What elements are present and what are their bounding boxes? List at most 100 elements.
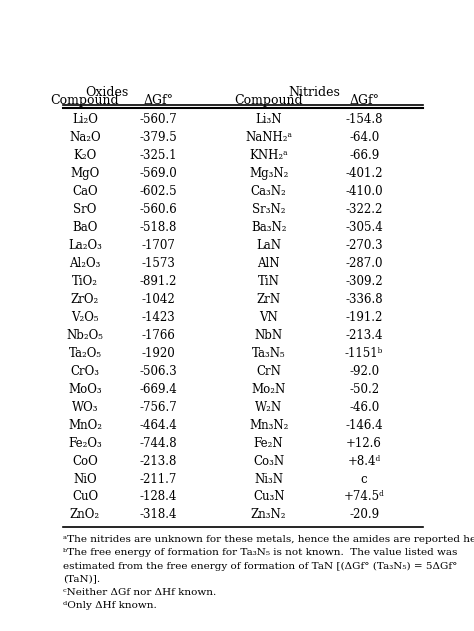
Text: SrO: SrO bbox=[73, 203, 97, 216]
Text: Al₂O₃: Al₂O₃ bbox=[69, 257, 100, 270]
Text: -506.3: -506.3 bbox=[139, 365, 177, 378]
Text: ᵃThe nitrides are unknown for these metals, hence the amides are reported here.: ᵃThe nitrides are unknown for these meta… bbox=[63, 535, 474, 545]
Text: CoO: CoO bbox=[72, 454, 98, 468]
Text: Compound: Compound bbox=[234, 95, 303, 107]
Text: CrO₃: CrO₃ bbox=[71, 365, 100, 378]
Text: -336.8: -336.8 bbox=[346, 293, 383, 306]
Text: Cu₃N: Cu₃N bbox=[253, 490, 284, 504]
Text: Mo₂N: Mo₂N bbox=[252, 383, 286, 396]
Text: BaO: BaO bbox=[72, 221, 98, 234]
Text: -128.4: -128.4 bbox=[140, 490, 177, 504]
Text: -379.5: -379.5 bbox=[139, 131, 177, 144]
Text: AlN: AlN bbox=[257, 257, 280, 270]
Text: Ca₃N₂: Ca₃N₂ bbox=[251, 186, 286, 198]
Text: +74.5ᵈ: +74.5ᵈ bbox=[344, 490, 384, 504]
Text: -325.1: -325.1 bbox=[140, 150, 177, 162]
Text: La₂O₃: La₂O₃ bbox=[68, 239, 102, 252]
Text: Na₂O: Na₂O bbox=[69, 131, 101, 144]
Text: -213.4: -213.4 bbox=[346, 329, 383, 342]
Text: Fe₂N: Fe₂N bbox=[254, 437, 283, 450]
Text: ZrN: ZrN bbox=[256, 293, 281, 306]
Text: -191.2: -191.2 bbox=[346, 311, 383, 324]
Text: -756.7: -756.7 bbox=[139, 401, 177, 414]
Text: +12.6: +12.6 bbox=[346, 437, 382, 450]
Text: -1423: -1423 bbox=[142, 311, 175, 324]
Text: Ba₃N₂: Ba₃N₂ bbox=[251, 221, 286, 234]
Text: ᶜNeither ΔGf nor ΔHf known.: ᶜNeither ΔGf nor ΔHf known. bbox=[63, 588, 216, 597]
Text: ᵈOnly ΔHf known.: ᵈOnly ΔHf known. bbox=[63, 601, 157, 610]
Text: NaNH₂ᵃ: NaNH₂ᵃ bbox=[245, 131, 292, 144]
Text: KNH₂ᵃ: KNH₂ᵃ bbox=[249, 150, 288, 162]
Text: Compound: Compound bbox=[51, 95, 119, 107]
Text: MoO₃: MoO₃ bbox=[68, 383, 102, 396]
Text: CrN: CrN bbox=[256, 365, 281, 378]
Text: Ni₃N: Ni₃N bbox=[254, 473, 283, 485]
Text: TiO₂: TiO₂ bbox=[72, 275, 98, 288]
Text: NbN: NbN bbox=[255, 329, 283, 342]
Text: WO₃: WO₃ bbox=[72, 401, 98, 414]
Text: TiN: TiN bbox=[258, 275, 280, 288]
Text: -518.8: -518.8 bbox=[140, 221, 177, 234]
Text: -66.9: -66.9 bbox=[349, 150, 379, 162]
Text: -891.2: -891.2 bbox=[140, 275, 177, 288]
Text: -401.2: -401.2 bbox=[346, 167, 383, 180]
Text: -1707: -1707 bbox=[142, 239, 175, 252]
Text: -318.4: -318.4 bbox=[140, 509, 177, 521]
Text: CuO: CuO bbox=[72, 490, 98, 504]
Text: NiO: NiO bbox=[73, 473, 97, 485]
Text: -1573: -1573 bbox=[142, 257, 175, 270]
Text: ᵇThe free energy of formation for Ta₃N₅ is not known.  The value listed was: ᵇThe free energy of formation for Ta₃N₅ … bbox=[63, 548, 457, 557]
Text: VN: VN bbox=[259, 311, 278, 324]
Text: -410.0: -410.0 bbox=[346, 186, 383, 198]
Text: Ta₂O₅: Ta₂O₅ bbox=[68, 347, 101, 360]
Text: Li₂O: Li₂O bbox=[72, 114, 98, 126]
Text: Mg₃N₂: Mg₃N₂ bbox=[249, 167, 288, 180]
Text: K₂O: K₂O bbox=[73, 150, 97, 162]
Text: -92.0: -92.0 bbox=[349, 365, 379, 378]
Text: Mn₃N₂: Mn₃N₂ bbox=[249, 418, 288, 432]
Text: Nitrides: Nitrides bbox=[289, 86, 340, 99]
Text: W₂N: W₂N bbox=[255, 401, 282, 414]
Text: -1920: -1920 bbox=[142, 347, 175, 360]
Text: -1151ᵇ: -1151ᵇ bbox=[345, 347, 383, 360]
Text: -322.2: -322.2 bbox=[346, 203, 383, 216]
Text: MgO: MgO bbox=[70, 167, 100, 180]
Text: -669.4: -669.4 bbox=[139, 383, 177, 396]
Text: -270.3: -270.3 bbox=[346, 239, 383, 252]
Text: Li₃N: Li₃N bbox=[255, 114, 282, 126]
Text: Nb₂O₅: Nb₂O₅ bbox=[66, 329, 103, 342]
Text: CaO: CaO bbox=[72, 186, 98, 198]
Text: -20.9: -20.9 bbox=[349, 509, 379, 521]
Text: -146.4: -146.4 bbox=[346, 418, 383, 432]
Text: -211.7: -211.7 bbox=[140, 473, 177, 485]
Text: ΔGf°: ΔGf° bbox=[349, 95, 379, 107]
Text: Sr₃N₂: Sr₃N₂ bbox=[252, 203, 285, 216]
Text: -560.7: -560.7 bbox=[139, 114, 177, 126]
Text: V₂O₅: V₂O₅ bbox=[71, 311, 99, 324]
Text: -64.0: -64.0 bbox=[349, 131, 379, 144]
Text: -602.5: -602.5 bbox=[140, 186, 177, 198]
Text: LaN: LaN bbox=[256, 239, 281, 252]
Text: -569.0: -569.0 bbox=[139, 167, 177, 180]
Text: -287.0: -287.0 bbox=[346, 257, 383, 270]
Text: -305.4: -305.4 bbox=[345, 221, 383, 234]
Text: ZnO₂: ZnO₂ bbox=[70, 509, 100, 521]
Text: -464.4: -464.4 bbox=[139, 418, 177, 432]
Text: ZrO₂: ZrO₂ bbox=[71, 293, 99, 306]
Text: Zn₃N₂: Zn₃N₂ bbox=[251, 509, 286, 521]
Text: -309.2: -309.2 bbox=[346, 275, 383, 288]
Text: Ta₃N₅: Ta₃N₅ bbox=[252, 347, 285, 360]
Text: c: c bbox=[361, 473, 367, 485]
Text: -154.8: -154.8 bbox=[346, 114, 383, 126]
Text: -46.0: -46.0 bbox=[349, 401, 379, 414]
Text: -213.8: -213.8 bbox=[140, 454, 177, 468]
Text: Co₃N: Co₃N bbox=[253, 454, 284, 468]
Text: MnO₂: MnO₂ bbox=[68, 418, 102, 432]
Text: estimated from the free energy of formation of TaN [(ΔGf° (Ta₃N₅) = 5ΔGf°: estimated from the free energy of format… bbox=[63, 562, 457, 570]
Text: (TaN)].: (TaN)]. bbox=[63, 575, 100, 584]
Text: -50.2: -50.2 bbox=[349, 383, 379, 396]
Text: ΔGf°: ΔGf° bbox=[144, 95, 173, 107]
Text: Fe₂O₃: Fe₂O₃ bbox=[68, 437, 102, 450]
Text: +8.4ᵈ: +8.4ᵈ bbox=[347, 454, 381, 468]
Text: -1766: -1766 bbox=[142, 329, 175, 342]
